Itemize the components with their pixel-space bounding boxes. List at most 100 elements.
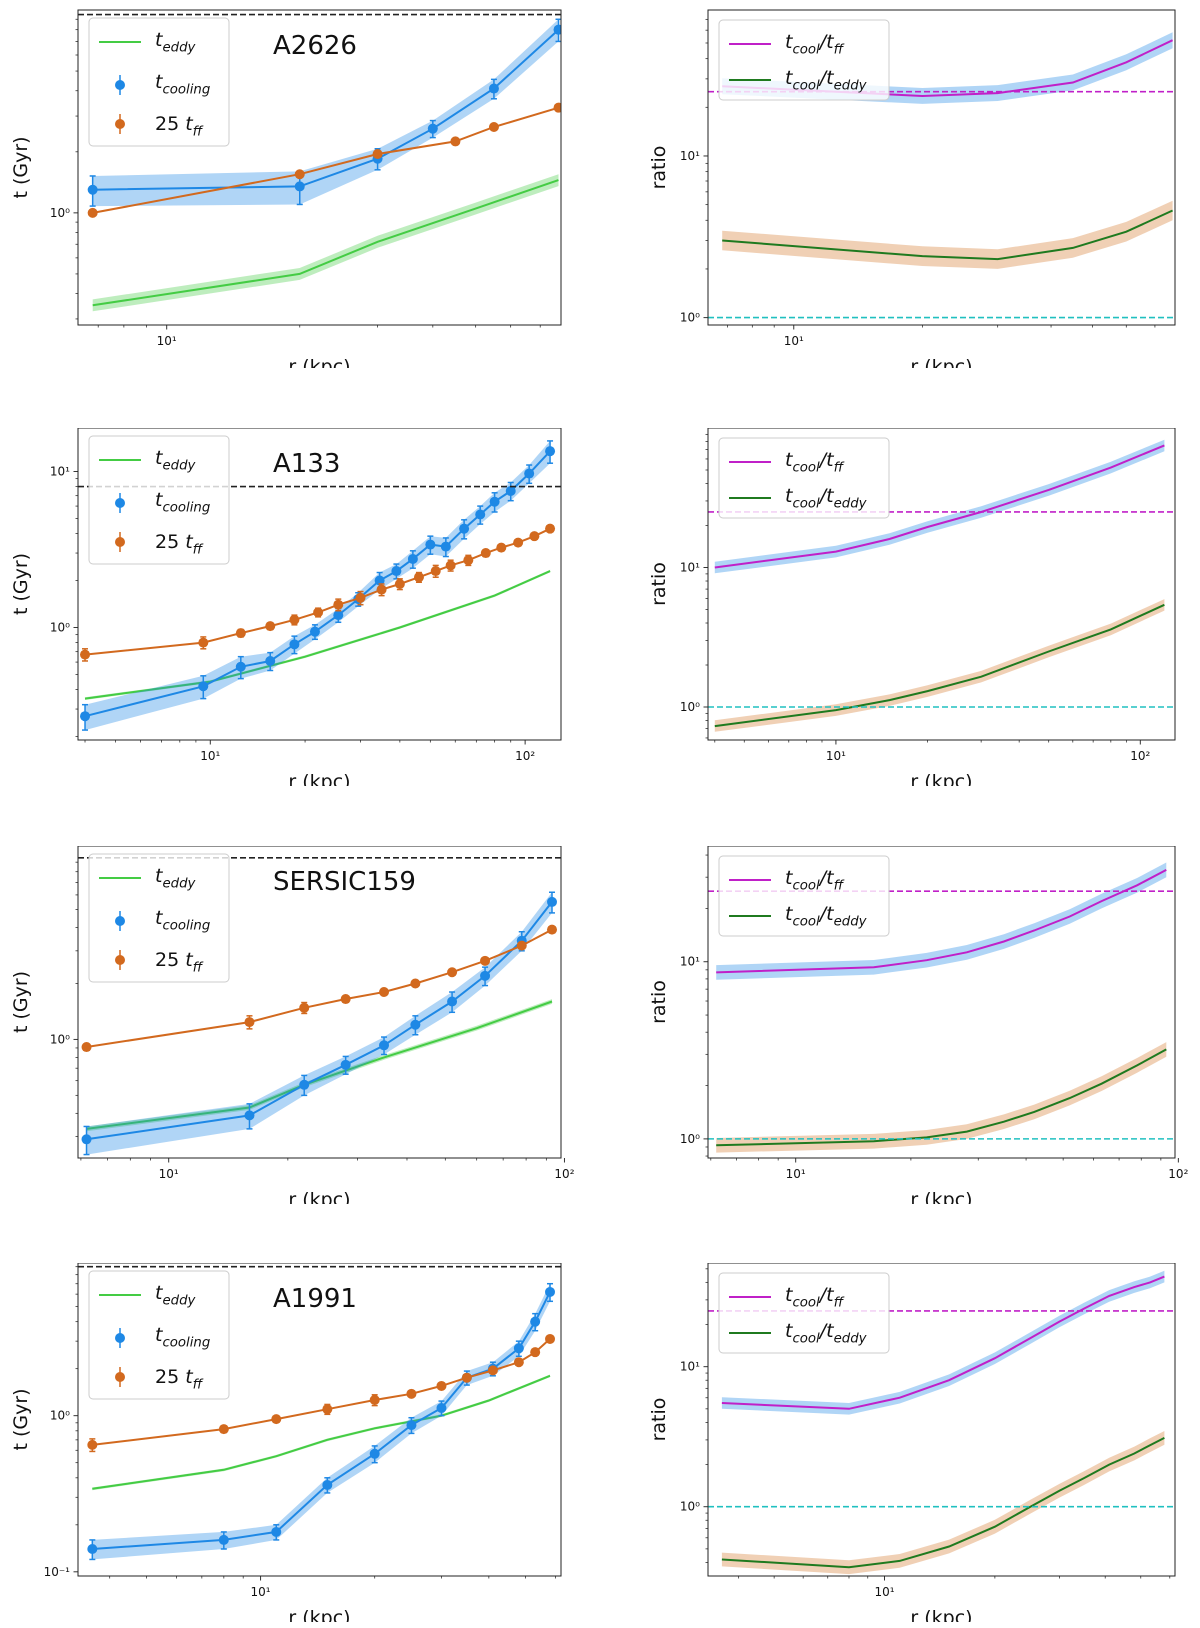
legend-ratio-ff-label: tcool/tff <box>785 31 845 58</box>
legend-box <box>88 17 230 147</box>
ratio-eddy-line <box>714 603 1165 728</box>
tff-line <box>86 928 553 1048</box>
plot-area <box>78 13 561 312</box>
tff-point <box>436 1380 447 1391</box>
tff-point <box>87 1439 98 1450</box>
tcooling-point <box>436 1402 447 1413</box>
tcooling-point <box>333 610 344 621</box>
legend-tff-swatch <box>115 955 125 965</box>
y-axis-label: t (Gyr) <box>10 1388 32 1450</box>
legend-ratio-ff-label: tcool/tff <box>785 449 845 476</box>
y-tick-label: 10⁰ <box>50 206 70 220</box>
legend-ratio-eddy-label: tcool/teddy <box>785 67 868 94</box>
tff-point <box>379 987 390 998</box>
legend-tcooling-swatch <box>115 80 125 90</box>
tcooling-point <box>545 446 556 457</box>
x-tick-label: 10¹ <box>200 749 220 763</box>
y-tick-label: 10⁰ <box>680 700 700 714</box>
x-tick-label: 10² <box>1130 749 1150 763</box>
legend-teddy-label: teddy <box>155 447 197 474</box>
legend-tcooling-label: tcooling <box>155 71 210 98</box>
tff-point <box>376 584 387 595</box>
tcooling-point <box>475 509 486 520</box>
tff-point <box>394 579 405 589</box>
tcooling-point <box>488 83 499 94</box>
tff-point <box>480 955 491 966</box>
tcooling-point <box>407 553 418 564</box>
tcooling-band <box>92 19 559 207</box>
tcooling-point <box>459 523 470 534</box>
y-axis-label: ratio <box>648 1398 670 1442</box>
legend-tcooling-swatch <box>115 498 125 508</box>
plot-area <box>708 439 1175 732</box>
tff-line <box>92 106 559 214</box>
tcooling-point <box>374 575 385 586</box>
ratio-ff-line <box>721 1275 1165 1410</box>
y-axis-label: ratio <box>648 562 670 606</box>
tcooling-point <box>546 896 557 907</box>
row-gap <box>0 1204 1200 1263</box>
ratio-eddy-band <box>714 599 1165 732</box>
x-tick-label: 10¹ <box>874 1585 894 1599</box>
legend-box <box>88 853 230 983</box>
legend: tcool/tff tcool/teddy <box>718 19 890 101</box>
y-tick-label: 10¹ <box>50 464 70 478</box>
tff-point <box>81 1042 92 1053</box>
tcooling-point <box>218 1534 229 1545</box>
tcooling-point <box>244 1110 255 1121</box>
row-gap <box>0 368 1200 428</box>
y-tick-label: 10⁰ <box>50 620 70 634</box>
legend-ratio-eddy-label: tcool/teddy <box>785 485 868 512</box>
y-axis-label: t (Gyr) <box>10 553 32 615</box>
tcooling-point <box>309 626 320 637</box>
tff-point <box>372 149 383 160</box>
tff-point <box>545 1333 556 1344</box>
legend-tcooling-swatch <box>115 1333 125 1343</box>
plot-area <box>78 857 561 1156</box>
tcooling-point <box>406 1420 417 1431</box>
tff-point <box>322 1404 333 1415</box>
tcooling-point <box>80 711 91 722</box>
plot-area <box>708 1270 1175 1575</box>
ratio-ff-line <box>714 444 1165 569</box>
legend-teddy-label: teddy <box>155 1282 197 1309</box>
legend-tff-swatch <box>115 537 125 547</box>
plot-area <box>78 1265 561 1561</box>
tcooling-point <box>489 496 500 507</box>
cluster-title: A1991 <box>273 1284 357 1314</box>
teddy-line <box>86 1000 553 1130</box>
tcooling-point <box>440 541 451 552</box>
tff-point <box>355 592 366 603</box>
x-tick-label: 10¹ <box>826 749 846 763</box>
tcooling-band <box>86 892 552 1155</box>
legend: tcool/tff tcool/teddy <box>718 1272 890 1354</box>
legend-tcooling-label: tcooling <box>155 489 210 516</box>
tcooling-line <box>86 901 553 1141</box>
tcooling-point <box>265 655 276 666</box>
tff-point <box>463 555 474 566</box>
ratio-ff-line <box>716 869 1167 974</box>
tcooling-point <box>81 1134 92 1145</box>
y-tick-label: 10⁰ <box>50 1409 70 1423</box>
y-tick-label: 10⁰ <box>50 1032 70 1046</box>
y-tick-label: 10¹ <box>680 955 700 969</box>
tff-point <box>529 531 540 542</box>
tcooling-point <box>198 681 209 692</box>
tff-point <box>496 542 507 553</box>
tff-point <box>299 1002 310 1013</box>
tcooling-line <box>92 28 560 191</box>
tff-point <box>271 1414 282 1425</box>
legend-box <box>88 435 230 565</box>
legend-tcooling-label: tcooling <box>155 907 210 934</box>
x-tick-label: 10¹ <box>786 1167 806 1181</box>
y-tick-label: 10⁰ <box>680 311 700 325</box>
ratio-ff-band <box>714 439 1165 574</box>
x-tick-label: 10¹ <box>784 334 804 348</box>
legend-ratio-eddy-label: tcool/teddy <box>785 903 868 930</box>
legend-ratio-ff-label: tcool/tff <box>785 1284 845 1311</box>
